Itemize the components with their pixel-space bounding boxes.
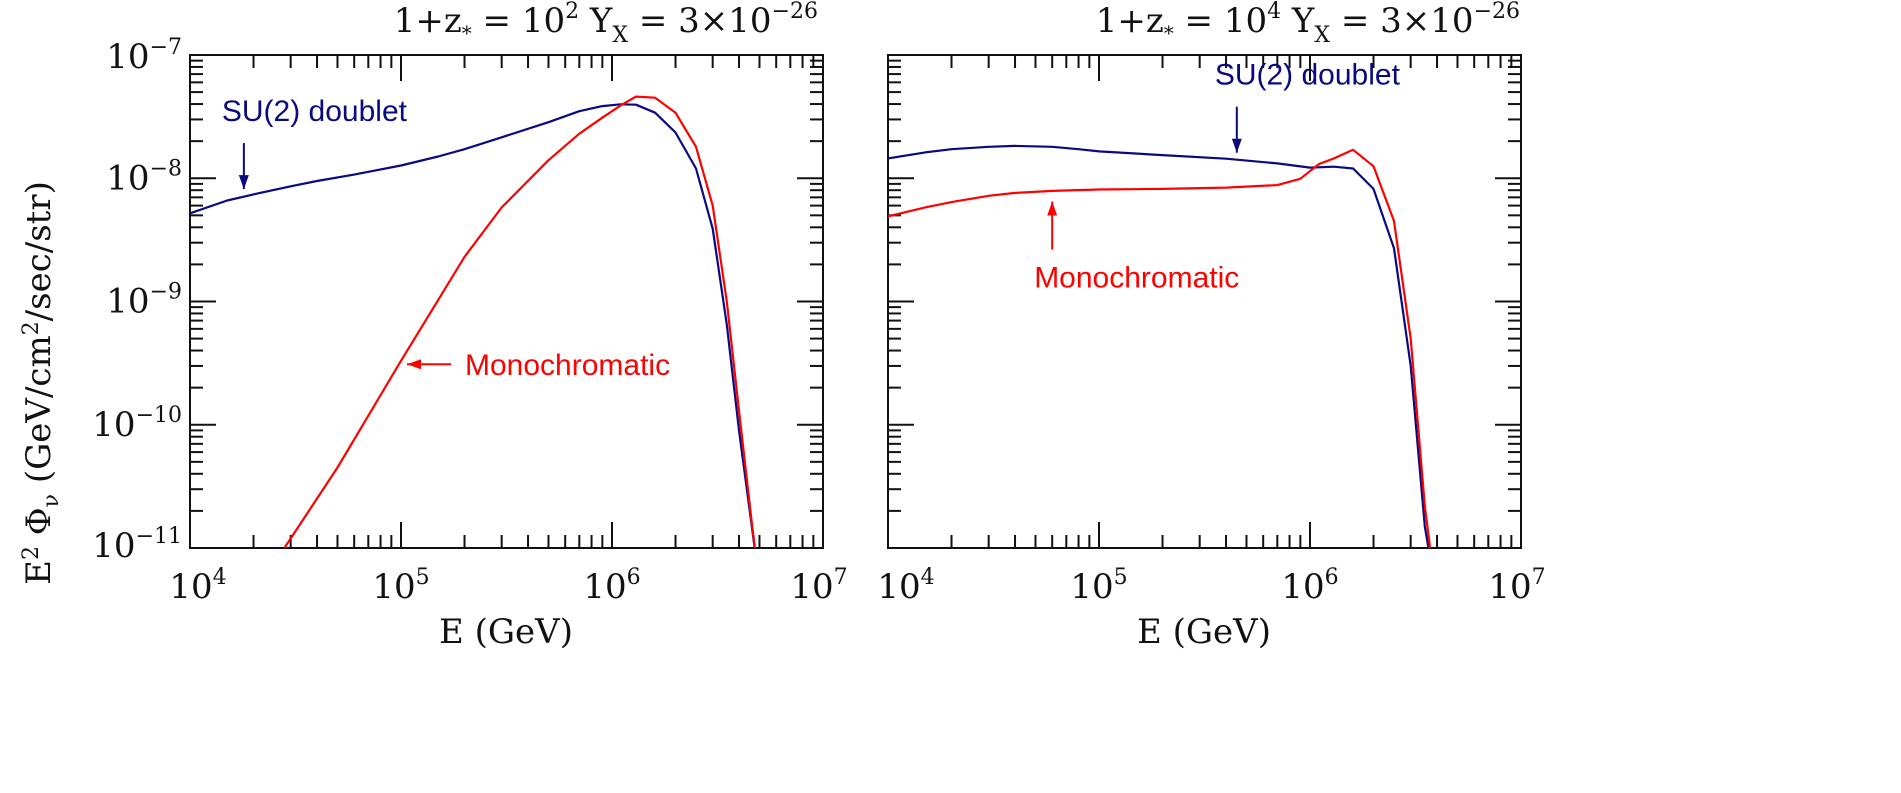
y-tick-label: 10−8 [106, 156, 182, 198]
annotation-arrowhead [1231, 138, 1242, 153]
y-tick-label: 10−10 [92, 403, 182, 445]
annotation-arrowhead [1047, 201, 1058, 216]
annotation-arrowhead [238, 175, 249, 190]
x-tick-label: 104 [877, 565, 934, 607]
series-line [888, 144, 1430, 548]
panel-right: 1+z* = 104 YX = 3×10−26 104 105 106 107 … [877, 0, 1545, 652]
annotation-arrowhead [407, 359, 421, 370]
annotations: SU(2) doublet Monochromatic [1034, 59, 1400, 295]
x-tick-label: 107 [1488, 565, 1545, 607]
x-tick-labels: 104 105 106 107 [169, 565, 847, 607]
annotation-label-monochromatic: Monochromatic [1034, 262, 1239, 295]
series-group [190, 95, 757, 548]
y-tick-label: 10−11 [92, 524, 182, 566]
series-line [283, 95, 757, 548]
axis-ticks [887, 55, 1521, 549]
panel-left: 1+z* = 102 YX = 3×10−26 104 105 106 107 … [92, 0, 847, 652]
annotation-label-su2: SU(2) doublet [1215, 59, 1401, 92]
x-tick-label: 104 [169, 565, 226, 607]
x-tick-labels: 104 105 106 107 [877, 565, 1545, 607]
x-tick-label: 106 [1281, 565, 1338, 607]
y-axis-label: E2 Φν (GeV/cm2/sec/str) [19, 181, 64, 585]
x-tick-label: 107 [790, 565, 847, 607]
x-axis-label: E (GeV) [1137, 612, 1271, 652]
plot-frame [887, 54, 1522, 549]
panel-title: 1+z* = 104 YX = 3×10−26 [1096, 0, 1520, 48]
annotations: SU(2) doublet Monochromatic [222, 95, 670, 382]
series-group [888, 144, 1432, 548]
annotation-label-su2: SU(2) doublet [222, 95, 408, 128]
y-tick-label: 10−9 [106, 280, 182, 322]
x-axis-label: E (GeV) [439, 612, 573, 652]
y-tick-label: 10−7 [106, 35, 182, 77]
annotation-label-monochromatic: Monochromatic [465, 349, 670, 382]
axis-ticks [189, 55, 823, 549]
y-tick-labels: 10−11 10−10 10−9 10−8 10−7 [92, 35, 182, 566]
x-tick-label: 105 [372, 565, 429, 607]
panel-title: 1+z* = 102 YX = 3×10−26 [394, 0, 818, 48]
series-line [190, 103, 756, 548]
x-tick-label: 105 [1070, 565, 1127, 607]
plot-frame [189, 54, 824, 549]
x-tick-label: 106 [583, 565, 640, 607]
series-line [888, 148, 1432, 548]
